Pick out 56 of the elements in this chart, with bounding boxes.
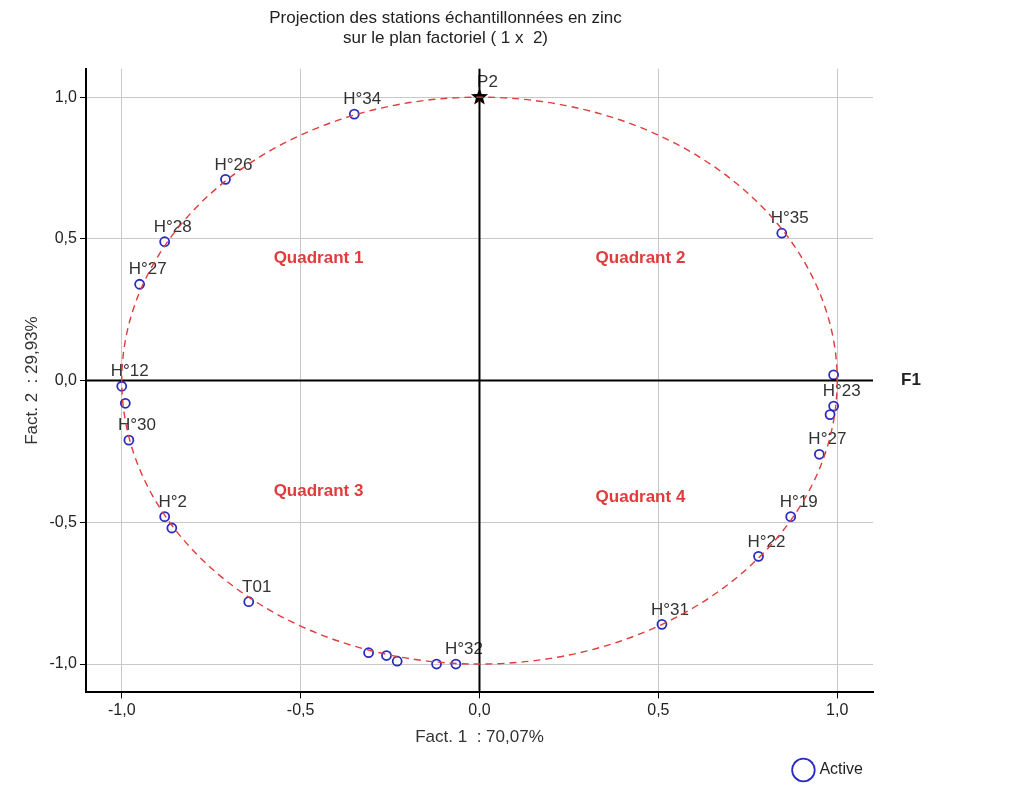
annotation: H°27 [808,429,847,449]
annotation: H°23 [822,381,861,401]
annotation: H°22 [747,531,786,551]
point [450,658,462,670]
x-tick-label: -1,0 [107,701,136,719]
y-tick-label: -1,0 [49,654,78,672]
point [166,522,178,534]
point [656,618,668,630]
x-tick-label: 1,0 [826,701,849,719]
annotation: Quadrant 3 [273,480,364,500]
annotation: H°19 [779,491,818,511]
annotation: T01 [242,576,272,596]
point [391,655,403,667]
y-axis-title: Fact. 2 : 29,93% [21,316,41,445]
annotation: H°31 [650,599,689,619]
point [828,400,840,412]
x-tick-label: 0,0 [468,701,491,719]
annotation: H°26 [214,154,253,174]
annotation: Quadrant 1 [273,248,364,268]
point [828,369,840,381]
point [824,409,836,421]
point [119,397,131,409]
annotation: Quadrant 4 [595,486,686,506]
legend-label: Active [819,760,864,778]
annotation: H°34 [343,89,382,109]
annotation: H°30 [117,415,156,435]
point [785,511,797,523]
point [813,448,825,460]
y-tick-label: 1,0 [54,87,78,105]
point [116,380,128,392]
point [243,596,255,608]
point [159,236,171,248]
point [431,658,442,670]
point [363,647,374,659]
annotation: Quadrant 2 [595,248,686,268]
x-tick-label: -0,5 [286,701,315,719]
point [134,278,146,290]
point [159,511,171,523]
annotation: H°35 [770,208,809,228]
point [381,650,392,661]
x-tick-label: 0,5 [647,701,670,719]
point [753,550,764,562]
point [123,434,135,446]
annotation: H°12 [110,361,149,381]
chart-title: Projection des stations échantillonnées en zinc sur le plan factoriel ( 1 x 2) [269,7,623,48]
text: F1 [901,370,921,390]
point [348,108,360,120]
y-tick-label: -0,5 [49,512,78,530]
y-tick-label: 0,0 [54,371,78,389]
point [220,173,231,185]
point [776,227,788,239]
annotation: H°2 [158,491,187,511]
annotation: H°28 [153,216,192,236]
annotation: H°27 [128,259,167,279]
x-axis-title: Fact. 1 : 70,07% [415,727,544,747]
y-tick-label: 0,5 [54,229,78,247]
